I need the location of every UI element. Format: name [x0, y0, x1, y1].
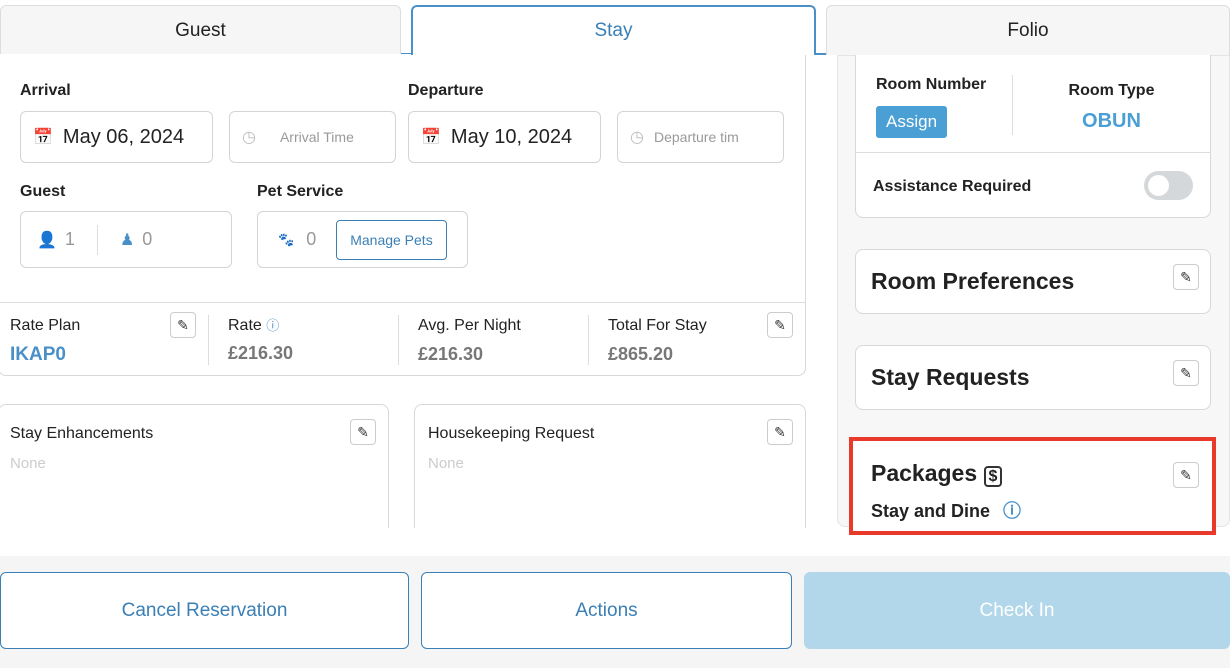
stay-requests-title: Stay Requests	[871, 364, 1030, 390]
adult-icon: 👤	[37, 231, 57, 249]
edit-housekeeping-button[interactable]: ✎	[767, 419, 793, 445]
stay-requests-card	[855, 345, 1211, 410]
calendar-icon: 📅	[33, 129, 53, 146]
stay-enhancements-title: Stay Enhancements	[10, 425, 154, 442]
housekeeping-value: None	[428, 455, 464, 472]
rate-value: £216.30	[228, 343, 294, 363]
pencil-icon: ✎	[177, 316, 189, 333]
room-type-label: Room Type	[1068, 82, 1155, 99]
package-name-text: Stay and Dine	[871, 501, 991, 521]
packages-title: Packages $	[871, 460, 1003, 487]
arrival-label: Arrival	[20, 82, 71, 99]
info-icon[interactable]: ⓘ	[266, 318, 280, 333]
tab-stay[interactable]: Stay	[411, 5, 816, 55]
departure-time-placeholder: Departure tim	[653, 129, 739, 145]
divider	[588, 315, 589, 365]
child-count: 0	[142, 229, 153, 249]
rate-plan-value[interactable]: IKAP0	[10, 344, 66, 365]
divider	[1012, 75, 1013, 135]
housekeeping-title: Housekeeping Request	[428, 425, 595, 442]
adult-count: 1	[64, 229, 75, 249]
assistance-required-label: Assistance Required	[873, 178, 1032, 195]
rate-plan-label: Rate Plan	[10, 317, 81, 334]
cancel-reservation-button[interactable]: Cancel Reservation	[0, 572, 409, 649]
tab-guest[interactable]: Guest	[0, 5, 401, 55]
total-for-stay-label: Total For Stay	[608, 317, 707, 334]
tab-folio[interactable]: Folio	[826, 5, 1230, 55]
edit-rate-plan-button[interactable]: ✎	[170, 312, 196, 338]
actions-button[interactable]: Actions	[421, 572, 792, 649]
divider	[398, 315, 399, 365]
pet-service-field: 🐾 0 Manage Pets	[257, 211, 468, 268]
pencil-icon: ✎	[774, 316, 786, 333]
calendar-icon: 📅	[421, 129, 441, 146]
packages-title-text: Packages	[871, 460, 978, 486]
avg-per-night-value: £216.30	[418, 344, 484, 364]
info-icon[interactable]: ⓘ	[1003, 501, 1022, 521]
edit-room-preferences-button[interactable]: ✎	[1173, 264, 1199, 290]
scroll-mask	[0, 528, 837, 558]
toggle-knob	[1148, 175, 1169, 196]
arrival-date-field[interactable]: 📅 May 06, 2024	[20, 111, 213, 163]
pencil-icon: ✎	[1180, 268, 1192, 285]
pencil-icon: ✎	[1180, 466, 1192, 483]
rate-label: Rate ⓘ	[228, 315, 279, 335]
assistance-toggle[interactable]	[1144, 171, 1193, 200]
rate-label-text: Rate	[228, 317, 262, 334]
edit-rate-button[interactable]: ✎	[767, 312, 793, 338]
departure-time-field[interactable]: ◷ Departure tim	[617, 111, 784, 163]
arrival-date-value: May 06, 2024	[62, 125, 185, 148]
money-bag-icon: $	[983, 466, 1003, 487]
check-in-button[interactable]: Check In	[804, 572, 1230, 649]
divider	[0, 302, 806, 303]
package-name: Stay and Dine ⓘ	[871, 497, 1021, 523]
packages-card-highlight	[849, 437, 1216, 535]
pencil-icon: ✎	[774, 423, 786, 440]
arrival-time-field[interactable]: ◷ Arrival Time	[229, 111, 396, 163]
departure-date-field[interactable]: 📅 May 10, 2024	[408, 111, 601, 163]
housekeeping-card	[414, 404, 806, 544]
departure-label: Departure	[408, 82, 484, 99]
pencil-icon: ✎	[1180, 364, 1192, 381]
total-for-stay-value: £865.20	[608, 344, 674, 364]
room-number-label: Room Number	[876, 76, 987, 93]
divider	[855, 152, 1211, 153]
stay-enhancements-value: None	[10, 455, 46, 472]
child-icon: ♟	[119, 231, 135, 249]
divider	[208, 315, 209, 365]
pet-service-label: Pet Service	[257, 183, 344, 200]
divider	[96, 224, 98, 255]
edit-stay-requests-button[interactable]: ✎	[1173, 360, 1199, 386]
room-type-value[interactable]: OBUN	[1082, 110, 1141, 132]
assign-room-button[interactable]: Assign	[876, 106, 948, 138]
departure-date-value: May 10, 2024	[450, 125, 573, 148]
edit-enhancements-button[interactable]: ✎	[350, 419, 376, 445]
guest-count-field[interactable]: 👤 1 ♟ 0	[20, 211, 232, 268]
pet-count: 0	[306, 229, 317, 249]
edit-packages-button[interactable]: ✎	[1173, 462, 1199, 488]
arrival-time-placeholder: Arrival Time	[279, 129, 354, 145]
stay-enhancements-card	[0, 404, 389, 544]
avg-per-night-label: Avg. Per Night	[418, 317, 521, 334]
guest-label: Guest	[20, 183, 66, 200]
paw-icon: 🐾	[278, 231, 295, 247]
room-preferences-card	[855, 249, 1211, 314]
manage-pets-button[interactable]: Manage Pets	[336, 219, 447, 260]
clock-icon: ◷	[630, 129, 644, 146]
clock-icon: ◷	[242, 129, 256, 146]
room-preferences-title: Room Preferences	[871, 268, 1075, 294]
pencil-icon: ✎	[357, 423, 369, 440]
